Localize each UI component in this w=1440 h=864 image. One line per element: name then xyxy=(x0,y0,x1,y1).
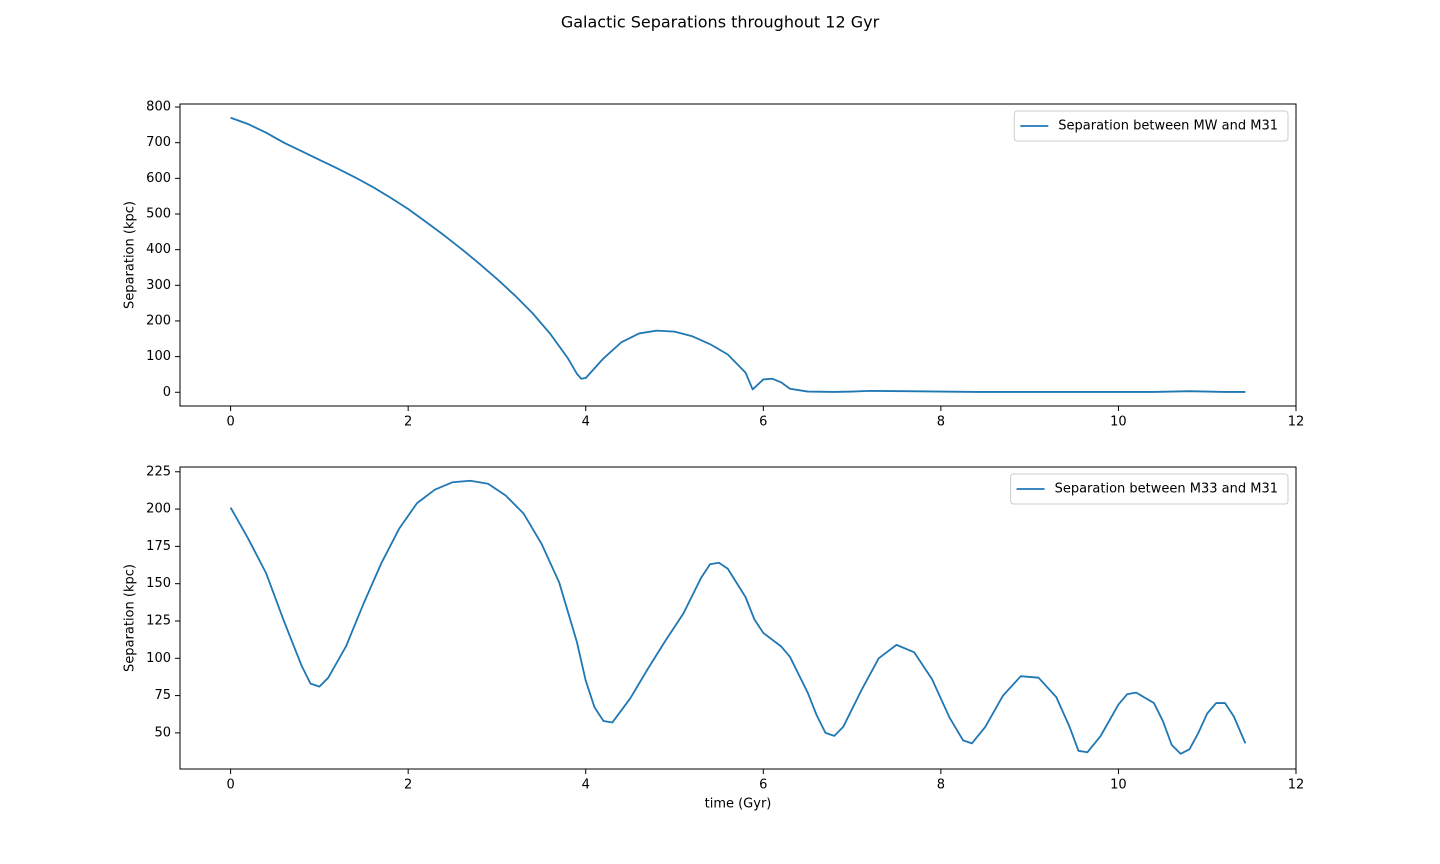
legend: Separation between M33 and M31 xyxy=(1010,473,1289,505)
y-tick-label: 200 xyxy=(146,502,171,517)
y-tick-label: 300 xyxy=(146,278,171,293)
x-tick-label: 4 xyxy=(582,778,590,793)
x-tick-label: 10 xyxy=(1110,415,1127,430)
y-tick-label: 100 xyxy=(146,651,171,666)
x-tick-label: 10 xyxy=(1110,778,1127,793)
y-tick-label: 700 xyxy=(146,135,171,150)
y-tick-label: 125 xyxy=(146,613,171,628)
legend-label: Separation between M33 and M31 xyxy=(1055,482,1278,497)
y-tick-label: 50 xyxy=(154,725,171,740)
y-tick-label: 225 xyxy=(146,464,171,479)
y-tick-label: 0 xyxy=(163,385,171,400)
y-tick-label: 500 xyxy=(146,206,171,221)
y-tick-label: 100 xyxy=(146,349,171,364)
axes-frame xyxy=(179,103,1297,407)
y-tick-label: 75 xyxy=(154,688,171,703)
x-tick-label: 6 xyxy=(759,778,767,793)
y-tick-label: 600 xyxy=(146,171,171,186)
x-tick-label: 8 xyxy=(937,415,945,430)
x-tick-label: 12 xyxy=(1288,778,1305,793)
x-tick-label: 2 xyxy=(404,415,412,430)
data-line xyxy=(230,116,1246,393)
subplot: 0 2 4 6 8 10 12 0 100 200 300 400 500 600 700 800 Separa… xyxy=(123,100,1305,430)
y-tick-label: 200 xyxy=(146,313,171,328)
axes-frame xyxy=(179,466,1297,770)
legend-box xyxy=(1010,473,1289,505)
y-tick-label: 150 xyxy=(146,576,171,591)
x-tick-label: 4 xyxy=(582,415,590,430)
x-tick-label: 0 xyxy=(226,778,234,793)
data-line xyxy=(229,479,1247,755)
y-axis-label: Separation (kpc) xyxy=(123,201,138,309)
figure-title: Galactic Separations throughout 12 Gyr xyxy=(561,13,880,32)
y-tick-label: 800 xyxy=(146,100,171,115)
x-axis-label: time (Gyr) xyxy=(705,797,772,812)
x-tick-label: 6 xyxy=(759,415,767,430)
legend-label: Separation between MW and M31 xyxy=(1058,119,1278,134)
y-tick-label: 400 xyxy=(146,242,171,257)
subplot: 0 2 4 6 8 10 12 50 75 100 125 150 175 200 225 Separatio… xyxy=(123,464,1305,811)
y-tick-label: 175 xyxy=(146,539,171,554)
legend-box xyxy=(1013,110,1289,142)
legend: Separation between MW and M31 xyxy=(1013,110,1289,142)
x-tick-label: 12 xyxy=(1288,415,1305,430)
y-axis-label: Separation (kpc) xyxy=(123,564,138,672)
x-tick-label: 0 xyxy=(226,415,234,430)
x-tick-label: 2 xyxy=(404,778,412,793)
x-tick-label: 8 xyxy=(937,778,945,793)
